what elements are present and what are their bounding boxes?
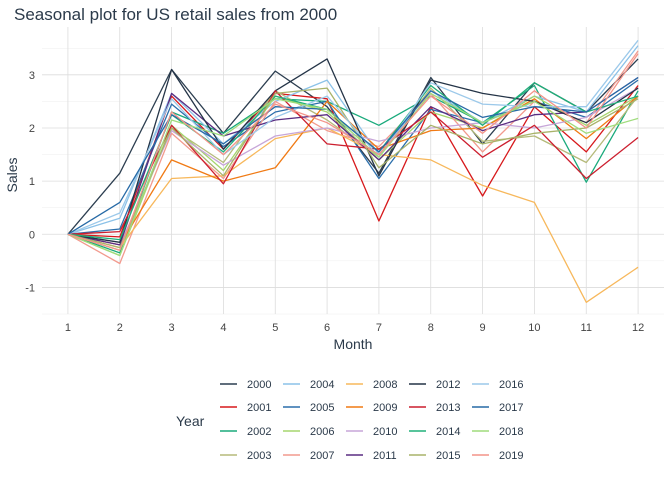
legend-title: Year: [176, 413, 205, 429]
series-line-2008: [67, 127, 639, 303]
legend-item: 2019: [472, 450, 523, 462]
legend-item: 2012: [409, 379, 460, 391]
x-tick-label: 4: [220, 322, 226, 334]
x-tick-label: 10: [528, 322, 540, 334]
legend-label: 2001: [247, 402, 271, 414]
legend-item: 2001: [220, 402, 271, 414]
x-tick-label: 11: [581, 322, 592, 334]
series-line-2012: [67, 58, 639, 243]
x-tick-label: 3: [169, 322, 175, 334]
x-tick-label: 1: [65, 322, 71, 334]
x-tick-label: 12: [632, 322, 644, 334]
series-line-2005: [67, 79, 639, 235]
legend-label: 2015: [436, 450, 460, 462]
legend-label: 2013: [436, 402, 460, 414]
x-axis-ticks: 1 2 3 4 5 6 7 8 9 10 11 12: [65, 322, 644, 334]
x-tick-label: 8: [428, 322, 434, 334]
legend-item: 2000: [220, 379, 271, 391]
legend-label: 2014: [436, 426, 460, 438]
y-tick-label: -1: [25, 282, 35, 294]
legend-item: 2017: [472, 402, 523, 414]
grid: [42, 27, 664, 315]
series-line-2010: [67, 87, 639, 246]
legend-item: 2008: [346, 379, 397, 391]
y-tick-label: 2: [29, 123, 35, 135]
legend: 2000 2001 2002 2003 2004 2005 2006 2007 2008 2009…: [220, 379, 523, 462]
legend-label: 2012: [436, 379, 460, 391]
legend-label: 2009: [373, 402, 397, 414]
legend-label: 2010: [373, 426, 397, 438]
y-tick-label: 1: [29, 176, 35, 188]
series-layer: [67, 39, 639, 303]
x-tick-label: 2: [117, 322, 123, 334]
chart-title: Seasonal plot for US retail sales from 2…: [14, 5, 337, 24]
x-axis-label: Month: [334, 336, 373, 352]
legend-item: 2007: [283, 450, 334, 462]
legend-label: 2000: [247, 379, 271, 391]
legend-item: 2013: [409, 402, 460, 414]
series-line-2015: [67, 87, 639, 249]
legend-label: 2016: [499, 379, 523, 391]
legend-label: 2018: [499, 426, 523, 438]
legend-item: 2014: [409, 426, 460, 438]
legend-label: 2006: [310, 426, 334, 438]
legend-label: 2005: [310, 402, 334, 414]
legend-item: 2004: [283, 379, 334, 391]
legend-item: 2003: [220, 450, 271, 462]
y-axis-ticks: -1 0 1 2 3: [25, 70, 35, 295]
legend-label: 2017: [499, 402, 523, 414]
x-tick-label: 5: [272, 322, 278, 334]
x-tick-label: 9: [480, 322, 486, 334]
legend-item: 2011: [346, 450, 397, 462]
y-tick-label: 0: [29, 229, 35, 241]
legend-label: 2003: [247, 450, 271, 462]
legend-item: 2015: [409, 450, 460, 462]
series-line-2017: [67, 76, 639, 235]
legend-item: 2006: [283, 426, 334, 438]
legend-label: 2019: [499, 450, 523, 462]
legend-item: 2002: [220, 426, 271, 438]
legend-label: 2002: [247, 426, 271, 438]
legend-item: 2018: [472, 426, 523, 438]
x-tick-label: 7: [376, 322, 382, 334]
legend-label: 2008: [373, 379, 397, 391]
x-tick-label: 6: [324, 322, 330, 334]
series-line-2018: [67, 92, 639, 257]
legend-item: 2010: [346, 426, 397, 438]
legend-label: 2011: [373, 450, 397, 462]
legend-label: 2004: [310, 379, 334, 391]
legend-item: 2009: [346, 402, 397, 414]
y-axis-label: Sales: [4, 157, 20, 192]
legend-item: 2016: [472, 379, 523, 391]
series-line-2019: [67, 53, 639, 251]
legend-label: 2007: [310, 450, 334, 462]
y-tick-label: 3: [29, 70, 35, 82]
legend-item: 2005: [283, 402, 334, 414]
